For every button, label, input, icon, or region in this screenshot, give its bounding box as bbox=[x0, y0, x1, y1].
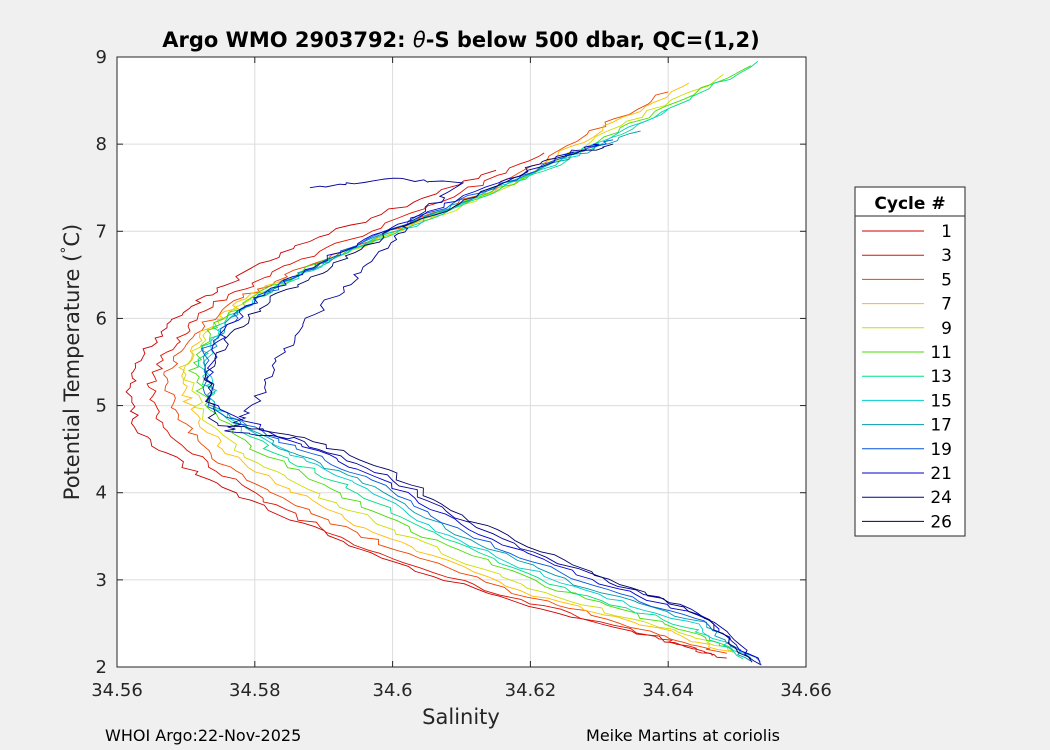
legend-label-cycle-7: 7 bbox=[941, 295, 952, 315]
y-axis-label-main: Potential Temperature ( bbox=[60, 254, 84, 501]
y-tick-label: 6 bbox=[96, 308, 107, 329]
series-line-cycle-5 bbox=[163, 91, 728, 654]
x-tick-label: 34.58 bbox=[229, 680, 281, 701]
legend-label-cycle-11: 11 bbox=[930, 343, 952, 363]
tick-layer: 34.56 34.58 34.6 34.62 34.64 34.66 2 3 4 5 6 7 8 9 bbox=[91, 47, 832, 701]
legend-label-cycle-1: 1 bbox=[941, 222, 952, 242]
y-axis-label: Potential Temperature (°C) bbox=[59, 224, 84, 500]
legend-label-cycle-21: 21 bbox=[930, 464, 952, 484]
legend-label-cycle-19: 19 bbox=[930, 440, 952, 460]
chart-title: Argo WMO 2903792: θ-S below 500 dbar, QC… bbox=[162, 28, 759, 52]
series-layer bbox=[125, 61, 762, 666]
legend-label-cycle-15: 15 bbox=[930, 391, 952, 411]
legend-label-cycle-5: 5 bbox=[941, 270, 952, 290]
legend-label-cycle-24: 24 bbox=[930, 488, 952, 508]
y-tick-label: 4 bbox=[96, 483, 107, 504]
title-prefix: Argo WMO 2903792: bbox=[162, 28, 413, 52]
y-tick-label: 7 bbox=[96, 221, 107, 242]
x-tick-label: 34.56 bbox=[91, 680, 143, 701]
title-suffix: -S below 500 dbar, QC=(1,2) bbox=[426, 28, 760, 52]
y-axis-label-degree: ° bbox=[59, 247, 75, 254]
title-theta-symbol: θ bbox=[413, 28, 426, 52]
y-tick-label: 3 bbox=[96, 570, 107, 591]
y-tick-label: 5 bbox=[96, 396, 107, 417]
footer-left: WHOI Argo:22-Nov-2025 bbox=[105, 726, 301, 745]
y-tick-label: 9 bbox=[96, 47, 107, 68]
footer-right: Meike Martins at coriolis bbox=[586, 726, 780, 745]
series-line-cycle-3 bbox=[146, 152, 713, 657]
x-tick-label: 34.66 bbox=[780, 680, 832, 701]
x-tick-label: 34.62 bbox=[505, 680, 557, 701]
legend-label-cycle-13: 13 bbox=[930, 367, 952, 387]
series-line-cycle-11 bbox=[187, 65, 752, 651]
series-line-cycle-24 bbox=[224, 177, 762, 666]
y-axis-label-unit: C) bbox=[60, 224, 84, 247]
series-line-cycle-21 bbox=[204, 143, 761, 665]
plot-frame bbox=[116, 56, 807, 668]
x-axis-label: Salinity bbox=[422, 705, 500, 729]
y-tick-label: 8 bbox=[96, 134, 107, 155]
legend-label-cycle-3: 3 bbox=[941, 246, 952, 266]
legend-box bbox=[854, 186, 966, 537]
plot-area bbox=[116, 56, 807, 668]
series-line-cycle-26 bbox=[203, 143, 753, 663]
series-line-cycle-9 bbox=[182, 74, 734, 652]
legend-label-cycle-26: 26 bbox=[930, 512, 952, 532]
legend-label-cycle-9: 9 bbox=[941, 319, 952, 339]
legend-label-cycle-17: 17 bbox=[930, 416, 952, 436]
legend-title: Cycle # bbox=[874, 194, 945, 214]
y-tick-label: 2 bbox=[96, 657, 107, 678]
x-tick-label: 34.6 bbox=[373, 680, 413, 701]
x-tick-label: 34.64 bbox=[642, 680, 694, 701]
series-line-cycle-1 bbox=[125, 169, 727, 659]
